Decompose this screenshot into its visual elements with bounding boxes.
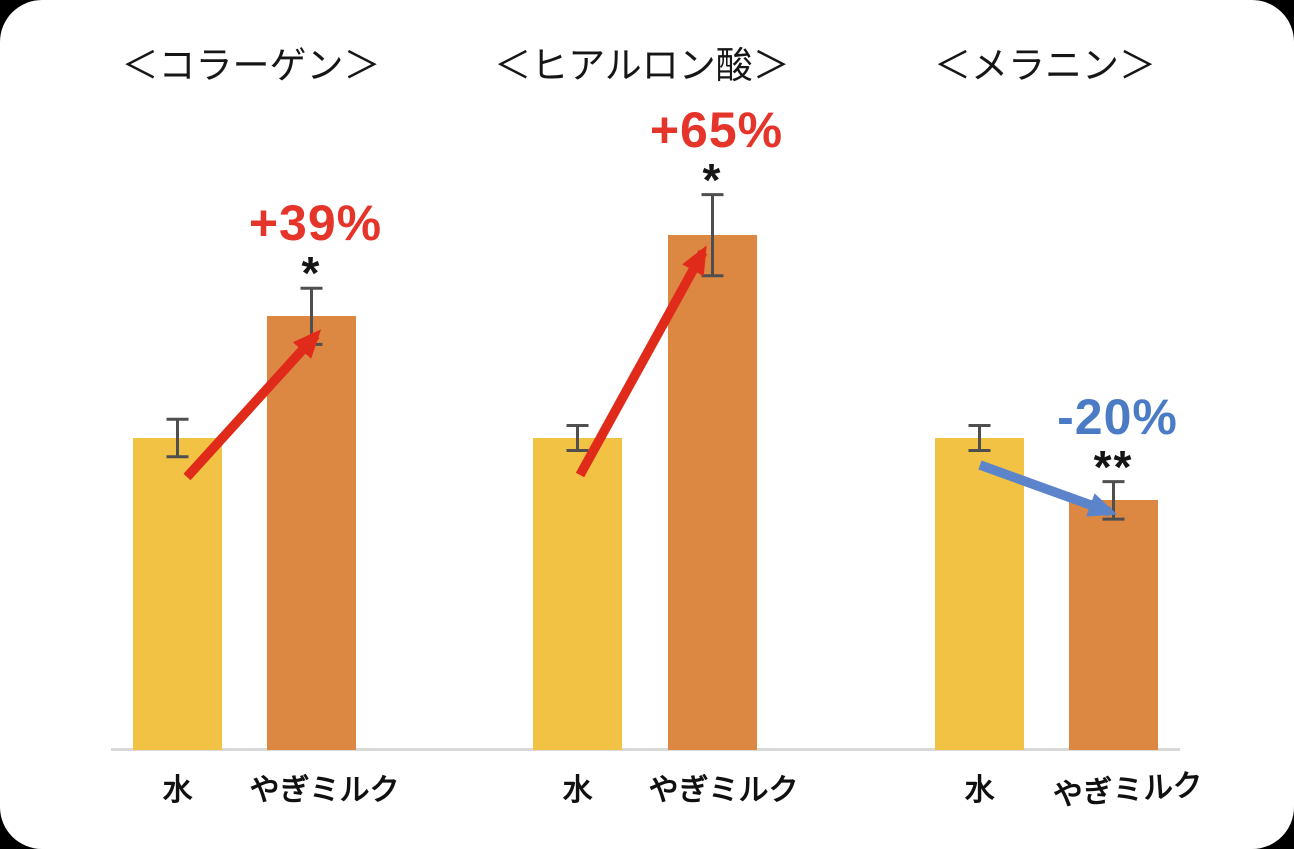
significance-marker: **	[1093, 440, 1134, 493]
bar-water	[533, 438, 622, 750]
category-label-water: 水	[162, 774, 193, 807]
significance-marker: *	[702, 153, 723, 206]
category-label-goat-milk: やぎミルク	[249, 774, 400, 807]
change-percentage-label: +39%	[248, 195, 383, 252]
category-label-water: 水	[562, 774, 593, 807]
panel-title: ＜ヒアルロン酸＞	[494, 45, 790, 86]
category-label-goat-milk: やぎミルク	[648, 774, 799, 807]
panel-title: ＜メラニン＞	[934, 45, 1156, 86]
significance-marker: *	[301, 247, 322, 300]
change-percentage-label: -20%	[1057, 388, 1178, 445]
bar-goat-milk	[1069, 500, 1158, 750]
category-label-water: 水	[964, 774, 995, 807]
panel-title: ＜コラーゲン＞	[121, 45, 381, 86]
change-percentage-label: +65%	[649, 101, 784, 158]
bar-water	[133, 438, 222, 750]
x-axis-baseline	[111, 748, 1180, 751]
category-label-goat-milk: やぎミルク	[1051, 768, 1204, 813]
